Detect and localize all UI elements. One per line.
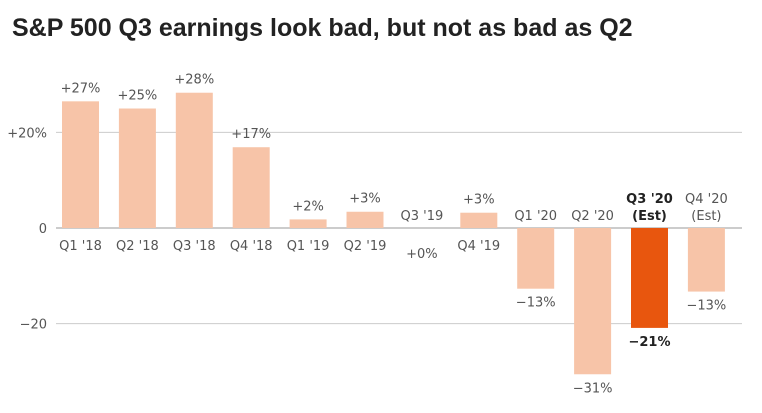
data-label: +0% [406, 247, 438, 262]
category-label-line: Q1 '20 [514, 209, 557, 224]
category-label: Q3 '20 (Est) [626, 192, 673, 224]
category-label: Q4 '18 [230, 239, 273, 254]
category-label: Q1 '20 [514, 209, 557, 224]
bar [62, 101, 99, 228]
category-label-line: (Est) [691, 209, 721, 224]
data-label: +25% [118, 89, 158, 104]
data-label: +28% [174, 73, 214, 88]
category-label: Q2 '20 [571, 209, 614, 224]
bar [346, 211, 384, 228]
data-label: −13% [516, 296, 556, 311]
category-label-line: Q2 '18 [116, 239, 159, 254]
bar [232, 147, 270, 228]
y-tick-label: +20% [7, 126, 47, 141]
category-label-line: Q4 '20 [685, 192, 728, 207]
category-label: Q4 '20 (Est) [685, 192, 728, 224]
data-label: +3% [349, 192, 381, 207]
bar [175, 92, 213, 228]
category-label-line: (Est) [632, 209, 667, 224]
category-label-line: Q4 '18 [230, 239, 273, 254]
y-tick-label: −20 [20, 318, 47, 333]
category-label-line: Q3 '18 [173, 239, 216, 254]
data-label: −21% [628, 335, 670, 350]
grid-lines [56, 131, 742, 325]
category-label: Q3 '19 [401, 209, 444, 224]
bar [118, 108, 156, 228]
data-label: +2% [292, 199, 324, 214]
labels: +20% 0 −20 +27% Q1 '18 +25% Q2 '18 +28% Q3 '18 +1… [7, 73, 728, 397]
bar [687, 228, 725, 292]
bar [517, 228, 555, 289]
category-label-line: Q4 '19 [457, 239, 500, 254]
data-label: −13% [687, 299, 727, 314]
category-label: Q3 '18 [173, 239, 216, 254]
data-label: +3% [463, 193, 495, 208]
category-label-line: Q1 '19 [287, 239, 330, 254]
chart-title: S&P 500 Q3 earnings look bad, but not as… [12, 14, 633, 42]
category-label: Q2 '19 [344, 239, 387, 254]
data-label: +17% [231, 127, 271, 142]
category-label: Q4 '19 [457, 239, 500, 254]
category-label: Q1 '19 [287, 239, 330, 254]
category-label-line: Q1 '18 [59, 239, 102, 254]
bar [460, 212, 498, 228]
category-label-line: Q2 '19 [344, 239, 387, 254]
y-tick-label: 0 [39, 222, 47, 237]
category-label-line: Q3 '19 [401, 209, 444, 224]
bar [289, 219, 327, 228]
bars [62, 92, 725, 375]
data-label: +27% [61, 81, 101, 96]
category-label: Q1 '18 [59, 239, 102, 254]
category-label-line: Q3 '20 [626, 192, 673, 207]
data-label: −31% [573, 381, 613, 396]
bar [574, 228, 612, 375]
category-label-line: Q2 '20 [571, 209, 614, 224]
bar [631, 228, 668, 328]
category-label: Q2 '18 [116, 239, 159, 254]
